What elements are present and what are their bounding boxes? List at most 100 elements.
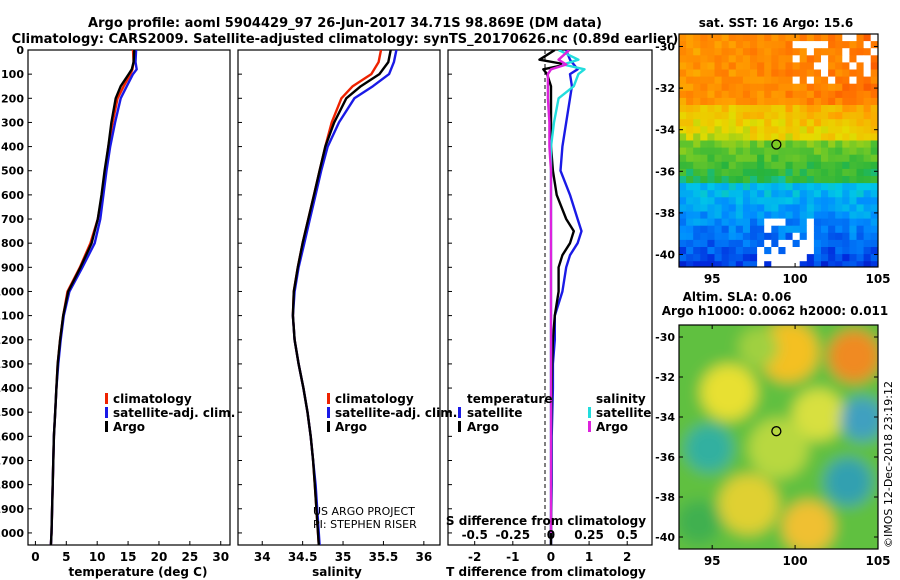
sst-cell xyxy=(700,190,708,198)
sst-cell xyxy=(856,204,865,212)
sst-cell xyxy=(835,133,843,141)
sst-cell xyxy=(771,97,779,106)
sst-cell xyxy=(764,261,772,267)
sst-cell xyxy=(728,197,737,205)
depth-tick-label: 1600 xyxy=(0,430,24,443)
sla-anomaly-patch xyxy=(718,474,779,535)
sst-cell xyxy=(721,41,730,49)
sst-cell xyxy=(870,247,878,255)
sst-cell xyxy=(679,83,687,92)
s-diff-tick-label: 0.5 xyxy=(617,528,638,542)
map-x-tick-label: 95 xyxy=(704,272,721,286)
sst-cell xyxy=(792,211,801,220)
sst-cell xyxy=(714,105,723,113)
sst-cell xyxy=(679,147,687,156)
sst-cell xyxy=(728,112,737,120)
sst-cell xyxy=(721,225,730,234)
sst-cell xyxy=(813,211,822,220)
sst-cell xyxy=(870,83,878,92)
sst-cell xyxy=(778,247,786,255)
sst-cell xyxy=(771,41,779,49)
sst-cell xyxy=(742,83,751,92)
sst-cell xyxy=(856,112,865,120)
sst-cell xyxy=(771,112,779,120)
sst-cell xyxy=(693,176,701,184)
sst-cell xyxy=(828,218,836,227)
sst-cell xyxy=(728,105,737,113)
sst-cell xyxy=(686,83,694,92)
sst-cell xyxy=(750,254,758,262)
sst-cell xyxy=(742,90,751,99)
sst-cell xyxy=(700,225,708,234)
sst-cell xyxy=(870,176,878,184)
sst-cell xyxy=(679,161,687,170)
sst-cell xyxy=(778,105,786,113)
sst-cell xyxy=(877,261,878,267)
sst-cell xyxy=(707,41,715,49)
sst-cell xyxy=(842,112,850,120)
sst-cell xyxy=(750,225,758,234)
sst-cell xyxy=(835,218,843,227)
sst-cell xyxy=(693,48,701,56)
sst-cell xyxy=(785,140,794,149)
sst-cell xyxy=(813,34,822,42)
legend-label-t-argo: Argo xyxy=(467,420,499,434)
sst-cell xyxy=(842,232,850,241)
sst-cell xyxy=(771,105,779,113)
sst-cell xyxy=(863,105,872,113)
sst-cell xyxy=(813,190,822,198)
sst-cell xyxy=(750,55,758,63)
sst-cell xyxy=(849,218,857,227)
sst-cell xyxy=(679,105,687,113)
sst-cell xyxy=(721,55,730,63)
sst-cell xyxy=(757,147,765,156)
sst-cell xyxy=(693,126,701,134)
sst-cell xyxy=(714,176,723,184)
sst-cell xyxy=(714,76,723,85)
sst-cell xyxy=(863,197,872,205)
sst-cell xyxy=(849,161,857,170)
x-tick-label: 34 xyxy=(254,550,271,564)
sst-cell xyxy=(721,168,730,177)
sst-cell xyxy=(799,83,808,92)
sst-cell xyxy=(863,140,872,149)
sst-cell xyxy=(842,97,850,106)
depth-tick-label: 800 xyxy=(1,237,24,250)
sst-cell xyxy=(714,211,723,220)
sst-cell xyxy=(778,76,786,85)
sst-cell xyxy=(686,69,694,78)
sst-cell xyxy=(686,97,694,106)
sst-cell xyxy=(693,154,701,163)
temperature-x-axis: 0 5 10 15 20 25 30 xyxy=(31,541,229,564)
sst-cell xyxy=(856,176,865,184)
sst-cell xyxy=(856,76,865,85)
x-tick-label: 20 xyxy=(151,550,168,564)
sst-cell xyxy=(778,83,786,92)
sst-cell xyxy=(806,239,815,248)
sst-cell xyxy=(806,232,815,241)
sst-cell xyxy=(693,41,701,49)
sst-cell xyxy=(863,41,872,49)
sst-cell xyxy=(750,239,758,248)
sst-cell xyxy=(835,147,843,156)
sst-cell xyxy=(842,218,850,227)
sst-cell xyxy=(721,133,730,141)
legend-label-s-satellite: satellite xyxy=(596,406,651,420)
sst-cell xyxy=(764,161,772,170)
sst-cell xyxy=(856,48,865,56)
sst-cell xyxy=(778,62,786,70)
legend-label-t-satellite: satellite xyxy=(467,406,522,420)
sst-cell xyxy=(707,232,715,241)
sst-cell xyxy=(792,204,801,212)
sst-cell xyxy=(856,133,865,141)
sst-cell xyxy=(771,62,779,70)
sst-cell xyxy=(821,105,829,113)
sst-cell xyxy=(757,232,765,241)
sst-cell xyxy=(856,126,865,134)
sst-cell xyxy=(728,62,737,70)
sst-cell xyxy=(700,62,708,70)
sst-cell xyxy=(721,90,730,99)
sst-cell xyxy=(742,154,751,163)
sst-cell xyxy=(757,76,765,85)
sst-cell xyxy=(877,239,878,248)
